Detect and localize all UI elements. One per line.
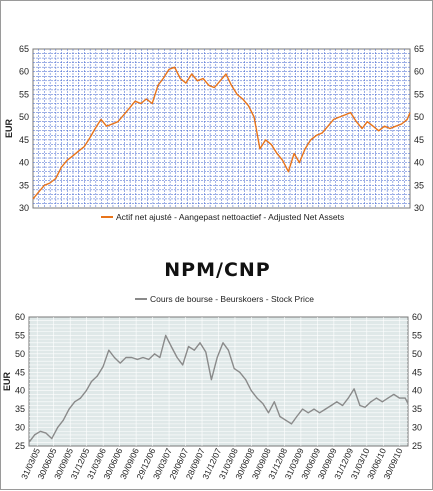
y-tick-label-right: 60 bbox=[414, 67, 424, 77]
y-tick-label-left: 65 bbox=[19, 44, 29, 54]
legend-label: Actif net ajusté - Aangepast nettoactief… bbox=[116, 212, 344, 222]
y-tick-label-right: 55 bbox=[414, 89, 424, 99]
y-tick-label-right: 25 bbox=[412, 441, 422, 451]
y-tick-label-left: 35 bbox=[19, 180, 29, 190]
y-tick-label-left: 45 bbox=[15, 367, 25, 377]
y-tick-label-left: 30 bbox=[15, 423, 25, 433]
y-tick-label-left: 50 bbox=[19, 112, 29, 122]
y-tick-label-left: 30 bbox=[19, 203, 29, 213]
adjusted-net-assets-chart: 30 30 35 35 40 40 45 45 50 50 55 55 60 60 65 65 EUR Actif… bbox=[4, 44, 424, 222]
series-line-stock-price bbox=[28, 334, 409, 443]
y-tick-label-right: 55 bbox=[412, 330, 422, 340]
y-tick-label-left: 40 bbox=[19, 158, 29, 168]
legend-label: Cours de bourse - Beurskoers - Stock Pri… bbox=[150, 294, 314, 304]
y-tick-label-right: 30 bbox=[414, 203, 424, 213]
y-axis-label: EUR bbox=[4, 119, 14, 139]
y-tick-label-right: 40 bbox=[412, 386, 422, 396]
y-tick-label-left: 35 bbox=[15, 404, 25, 414]
y-tick-label-left: 55 bbox=[15, 330, 25, 340]
y-axis-label: EUR bbox=[2, 372, 12, 392]
y-tick-label-right: 45 bbox=[412, 367, 422, 377]
y-tick-label-right: 60 bbox=[412, 312, 422, 322]
y-tick-label-right: 40 bbox=[414, 158, 424, 168]
y-tick-label-left: 45 bbox=[19, 135, 29, 145]
y-tick-label-left: 60 bbox=[19, 67, 29, 77]
y-tick-label-right: 45 bbox=[414, 135, 424, 145]
y-tick-label-right: 50 bbox=[414, 112, 424, 122]
y-tick-label-right: 35 bbox=[414, 180, 424, 190]
y-tick-label-left: 40 bbox=[15, 386, 25, 396]
y-tick-label-left: 25 bbox=[15, 441, 25, 451]
y-tick-label-left: 55 bbox=[19, 89, 29, 99]
y-tick-label-left: 60 bbox=[15, 312, 25, 322]
y-tick-label-right: 30 bbox=[412, 423, 422, 433]
y-tick-label-left: 50 bbox=[15, 349, 25, 359]
y-tick-label-right: 35 bbox=[412, 404, 422, 414]
y-tick-label-right: 65 bbox=[414, 44, 424, 54]
y-tick-label-right: 50 bbox=[412, 349, 422, 359]
brand-logo-text: NPM/CNP bbox=[164, 259, 271, 281]
series-line-adjusted-net-assets bbox=[32, 66, 411, 200]
